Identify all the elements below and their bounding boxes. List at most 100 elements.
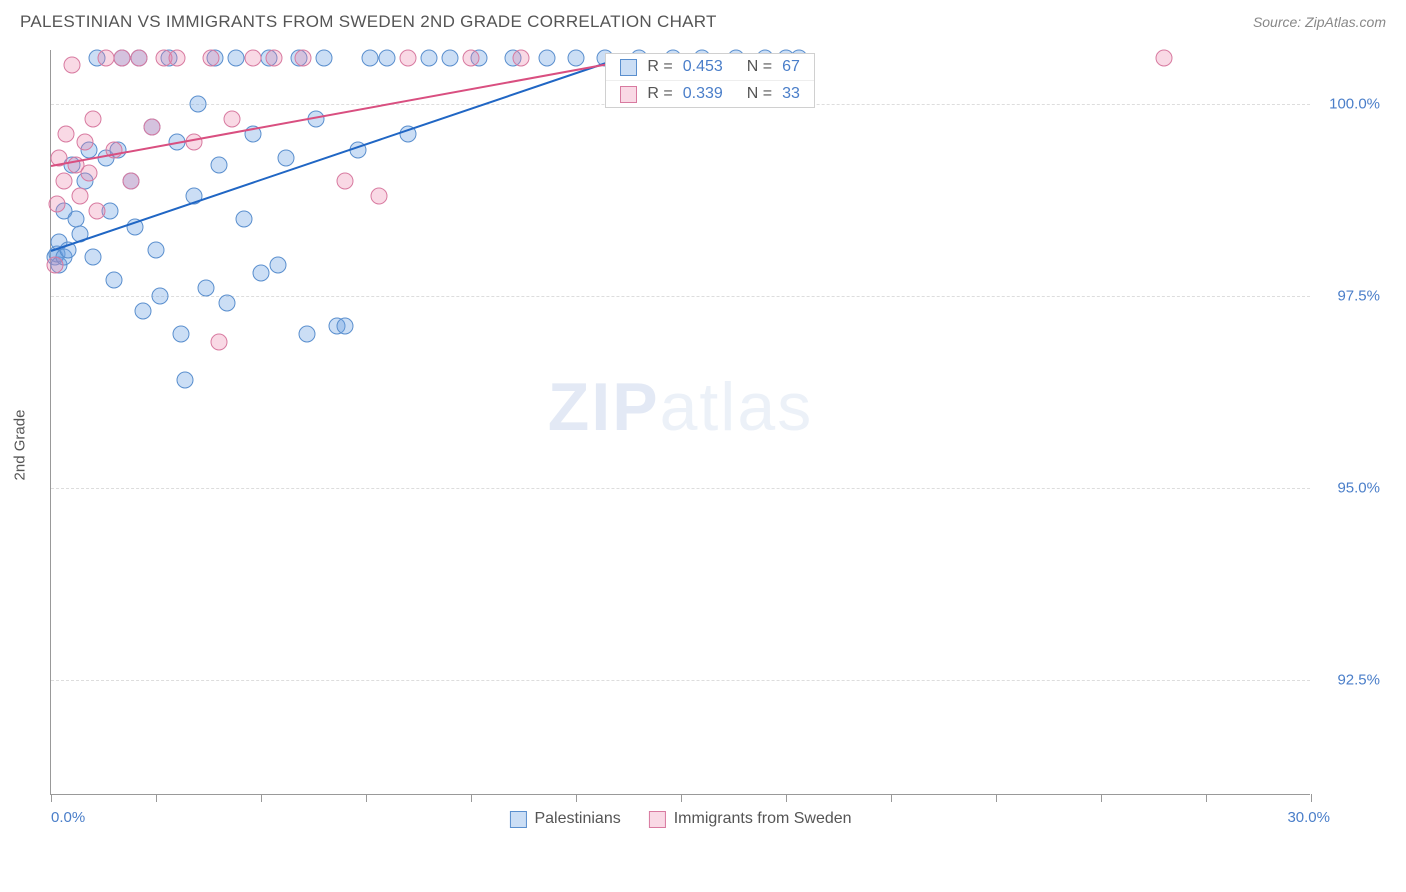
trend-line (51, 62, 618, 168)
y-tick-label: 100.0% (1329, 95, 1380, 112)
stats-row: R = 0.453 N = 67 (606, 54, 814, 80)
chart-container: 2nd Grade ZIPatlas 92.5%95.0%97.5%100.0%… (50, 50, 1390, 840)
scatter-point (513, 49, 530, 66)
x-tick (786, 794, 787, 802)
plot-area: ZIPatlas 92.5%95.0%97.5%100.0%0.0%30.0%R… (50, 50, 1310, 795)
y-axis-label: 2nd Grade (12, 410, 29, 481)
scatter-point (85, 111, 102, 128)
scatter-point (236, 210, 253, 227)
scatter-point (211, 333, 228, 350)
stat-r-value: 0.453 (683, 58, 723, 76)
legend-item: Palestinians (509, 810, 620, 828)
x-tick (1206, 794, 1207, 802)
x-tick (366, 794, 367, 802)
gridline (51, 488, 1310, 489)
scatter-point (463, 49, 480, 66)
scatter-point (1156, 49, 1173, 66)
scatter-point (362, 49, 379, 66)
x-tick (996, 794, 997, 802)
scatter-point (80, 164, 97, 181)
stat-r-label: R = (647, 85, 672, 103)
stat-r-value: 0.339 (683, 85, 723, 103)
scatter-point (131, 49, 148, 66)
scatter-point (135, 303, 152, 320)
scatter-point (337, 318, 354, 335)
stat-n-value: 33 (782, 85, 800, 103)
legend-swatch (509, 811, 526, 828)
x-tick (51, 794, 52, 802)
scatter-point (68, 210, 85, 227)
scatter-point (337, 172, 354, 189)
y-tick-label: 97.5% (1337, 287, 1380, 304)
watermark: ZIPatlas (548, 368, 813, 446)
scatter-point (64, 57, 81, 74)
scatter-point (379, 49, 396, 66)
gridline (51, 296, 1310, 297)
series-swatch (620, 59, 637, 76)
series-swatch (620, 86, 637, 103)
y-tick-label: 92.5% (1337, 671, 1380, 688)
scatter-point (185, 134, 202, 151)
scatter-point (57, 126, 74, 143)
scatter-point (538, 49, 555, 66)
scatter-point (177, 372, 194, 389)
scatter-point (169, 49, 186, 66)
stats-row: R = 0.339 N = 33 (606, 80, 814, 107)
scatter-point (400, 49, 417, 66)
scatter-point (47, 257, 64, 274)
stat-n-value: 67 (782, 58, 800, 76)
scatter-point (227, 49, 244, 66)
scatter-point (97, 49, 114, 66)
y-tick-label: 95.0% (1337, 479, 1380, 496)
scatter-point (173, 326, 190, 343)
scatter-point (442, 49, 459, 66)
scatter-point (253, 264, 270, 281)
trend-line (51, 58, 619, 252)
stat-n-label: N = (747, 58, 772, 76)
x-tick (681, 794, 682, 802)
scatter-point (278, 149, 295, 166)
scatter-point (269, 257, 286, 274)
scatter-point (265, 49, 282, 66)
scatter-point (114, 49, 131, 66)
scatter-point (122, 172, 139, 189)
scatter-point (211, 157, 228, 174)
scatter-point (223, 111, 240, 128)
stat-n-label: N = (747, 85, 772, 103)
legend-label: Palestinians (534, 810, 620, 828)
source-attribution: Source: ZipAtlas.com (1253, 14, 1386, 30)
stat-r-label: R = (647, 58, 672, 76)
chart-title: PALESTINIAN VS IMMIGRANTS FROM SWEDEN 2N… (20, 12, 717, 32)
scatter-point (370, 187, 387, 204)
x-axis-min-label: 0.0% (51, 809, 85, 826)
x-tick (576, 794, 577, 802)
scatter-point (316, 49, 333, 66)
scatter-point (49, 195, 66, 212)
scatter-point (72, 187, 89, 204)
scatter-point (106, 272, 123, 289)
x-tick (891, 794, 892, 802)
scatter-point (55, 172, 72, 189)
legend-item: Immigrants from Sweden (649, 810, 852, 828)
scatter-point (85, 249, 102, 266)
legend-label: Immigrants from Sweden (674, 810, 852, 828)
scatter-point (76, 134, 93, 151)
scatter-point (148, 241, 165, 258)
x-tick (1311, 794, 1312, 802)
scatter-point (295, 49, 312, 66)
scatter-point (89, 203, 106, 220)
scatter-point (244, 49, 261, 66)
scatter-point (299, 326, 316, 343)
stats-box: R = 0.453 N = 67 R = 0.339 N = 33 (605, 53, 815, 108)
scatter-point (219, 295, 236, 312)
scatter-point (568, 49, 585, 66)
scatter-point (152, 287, 169, 304)
scatter-point (143, 118, 160, 135)
scatter-point (198, 280, 215, 297)
x-tick (1101, 794, 1102, 802)
x-tick (471, 794, 472, 802)
x-axis-max-label: 30.0% (1287, 809, 1330, 826)
scatter-point (202, 49, 219, 66)
x-tick (156, 794, 157, 802)
x-tick (261, 794, 262, 802)
